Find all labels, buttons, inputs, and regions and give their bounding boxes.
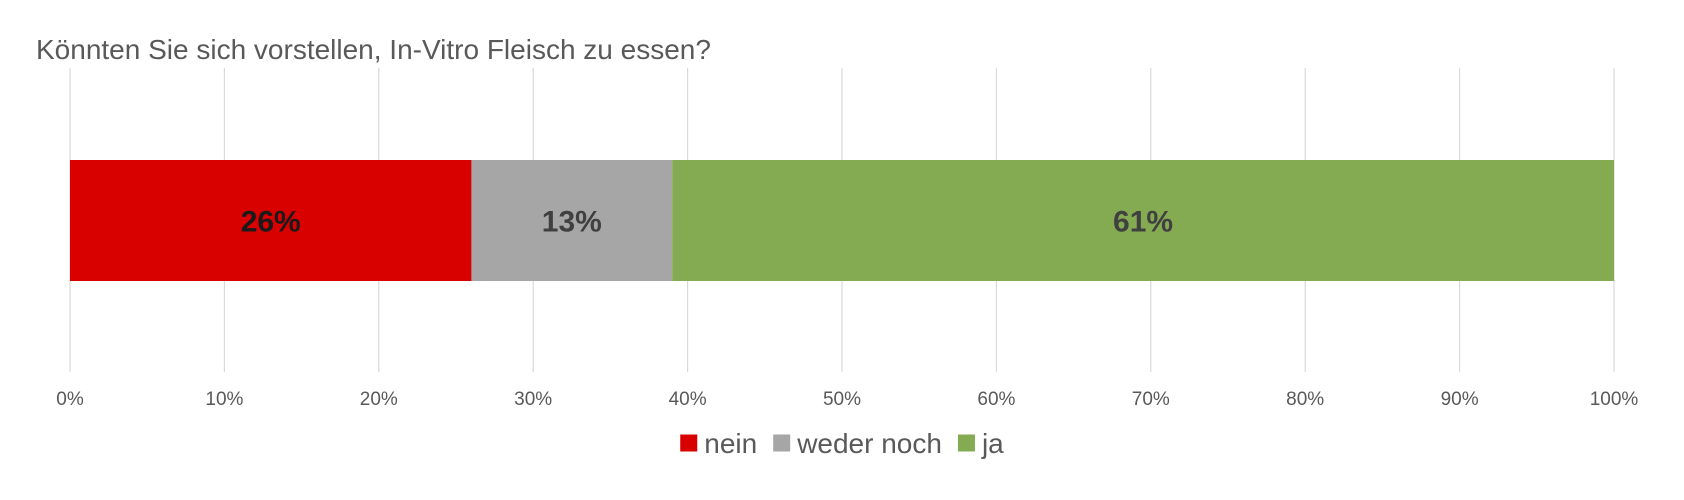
data-label-weder-noch: 13% xyxy=(542,206,602,239)
legend-swatch-nein xyxy=(680,434,698,452)
x-tick-label: 90% xyxy=(1441,389,1479,410)
x-tick-label: 10% xyxy=(205,389,243,410)
x-tick-label: 40% xyxy=(669,389,707,410)
x-tick-label: 20% xyxy=(360,389,398,410)
legend-item-weder-noch: weder noch xyxy=(773,428,942,459)
legend-label-weder-noch: weder noch xyxy=(796,428,942,459)
x-axis-tick-labels: 0% 10% 20% 30% 40% 50% 60% 70% 80% 90% 100% xyxy=(56,389,1638,410)
data-labels: 26% 13% 61% xyxy=(241,206,1173,239)
x-tick-label: 50% xyxy=(823,389,861,410)
data-label-nein: 26% xyxy=(241,206,301,239)
legend-swatch-weder-noch xyxy=(773,434,791,452)
bar-segment-nein xyxy=(70,160,472,281)
legend: nein weder noch ja xyxy=(680,428,1004,459)
x-tick-label: 0% xyxy=(56,389,84,410)
bar-segment-ja xyxy=(672,160,1614,281)
x-tick-label: 30% xyxy=(514,389,552,410)
x-tick-label: 100% xyxy=(1590,389,1639,410)
legend-item-ja: ja xyxy=(957,428,1004,459)
x-tick-label: 60% xyxy=(977,389,1015,410)
x-tick-label: 80% xyxy=(1286,389,1324,410)
legend-item-nein: nein xyxy=(680,428,757,459)
bar-segment-weder-noch xyxy=(471,160,673,281)
legend-label-nein: nein xyxy=(704,428,757,459)
legend-swatch-ja xyxy=(957,434,975,452)
stacked-bar xyxy=(70,160,1614,281)
data-label-ja: 61% xyxy=(1113,206,1173,239)
chart-title: Könnten Sie sich vorstellen, In-Vitro Fl… xyxy=(36,34,711,65)
x-tick-label: 70% xyxy=(1132,389,1170,410)
legend-label-ja: ja xyxy=(981,428,1004,459)
